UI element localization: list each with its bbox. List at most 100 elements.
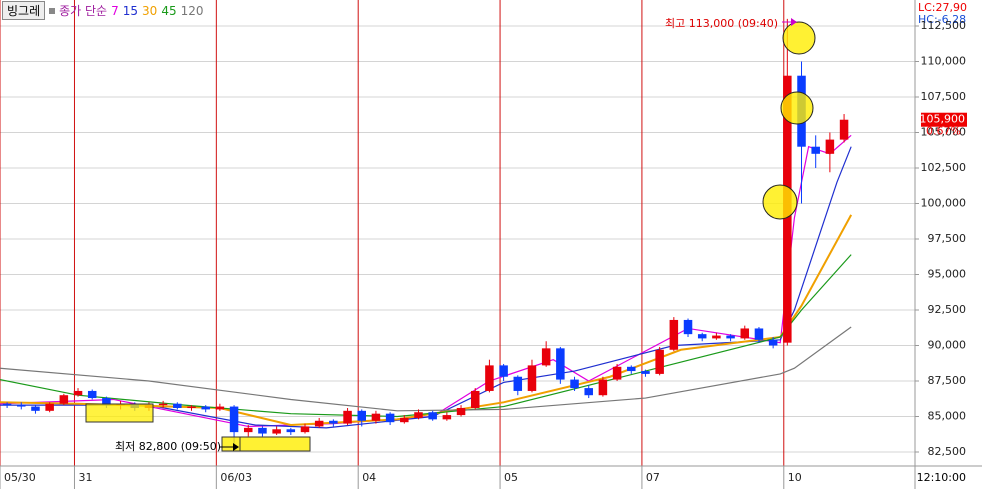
highlight-circle — [762, 184, 798, 220]
candle-body — [102, 398, 111, 406]
candle-body — [244, 427, 253, 433]
y-tick-label: 85,000 — [928, 410, 967, 423]
candle-body — [598, 379, 608, 396]
price-tag — [921, 112, 967, 127]
legend: 빙그레 종가 단순 7 15 30 45 120 — [2, 1, 204, 20]
candle-body — [400, 417, 409, 423]
arrow-head — [791, 18, 797, 26]
candle-body — [655, 349, 664, 374]
candle-body — [697, 334, 707, 339]
y-tick-label: 90,000 — [928, 339, 967, 352]
candle-body — [187, 406, 196, 408]
candle-body — [612, 366, 622, 380]
candle-body — [456, 407, 466, 416]
y-tick-label: 107,500 — [921, 90, 967, 103]
x-tick-label: 06/03 — [220, 471, 252, 484]
ma-line — [0, 146, 852, 429]
legend-entry: 7 — [111, 3, 119, 18]
candle-body — [229, 406, 239, 433]
candle-body — [470, 390, 480, 408]
y-tick-label: 87,500 — [928, 374, 967, 387]
candle-body — [712, 335, 721, 339]
candle-body — [87, 390, 97, 399]
candle-body — [442, 415, 452, 420]
y-tick-label: 110,000 — [921, 55, 967, 68]
y-tick-label: 82,500 — [928, 445, 967, 458]
x-tick-label: 10 — [788, 471, 802, 484]
y-tick-label: 105,000 — [921, 126, 967, 139]
stock-name[interactable]: 빙그레 — [2, 1, 46, 20]
candle-body — [839, 119, 849, 140]
y-tick-label: 112,500 — [921, 19, 967, 32]
candle-body — [314, 420, 324, 427]
candle-body — [158, 403, 168, 406]
candle-body — [527, 365, 537, 391]
x-tick-label: 04 — [362, 471, 376, 484]
low-annotation: 최저 82,800 (09:50) — [115, 440, 221, 453]
candle-body — [201, 406, 210, 410]
candle-body — [570, 379, 579, 389]
candle-body — [414, 412, 423, 418]
legend-entry: 15 — [122, 3, 139, 18]
highlight-circle — [782, 21, 816, 55]
legend-entry: 45 — [161, 3, 177, 18]
ma-line — [0, 134, 852, 428]
candle-body — [541, 348, 551, 366]
time-label: 12:10:00 — [917, 471, 966, 484]
candle-body — [754, 328, 764, 340]
candle-body — [811, 146, 820, 154]
x-tick-label: 31 — [78, 471, 92, 484]
candle-body — [669, 319, 679, 350]
candle-body — [683, 319, 693, 335]
candle-body — [300, 426, 310, 433]
legend-icon — [49, 7, 56, 14]
candle-body — [428, 412, 437, 420]
candle-body — [272, 429, 281, 434]
candle-body — [329, 420, 338, 424]
candle-body — [357, 410, 366, 421]
candle-body — [45, 403, 54, 411]
candle-body — [17, 405, 26, 407]
candle-body — [286, 429, 296, 433]
candle-body — [584, 388, 593, 396]
arrow-head — [233, 443, 239, 451]
candle-body — [59, 395, 69, 404]
y-tick-label: 95,000 — [928, 268, 967, 281]
highlight-box — [239, 436, 311, 452]
y-tick-label: 92,500 — [928, 303, 967, 316]
hc-indicator: HC:-6,28 — [918, 13, 966, 26]
candle-body — [258, 427, 267, 434]
y-tick-label: 97,500 — [928, 232, 967, 245]
legend-title: 종가 단순 — [59, 4, 108, 18]
high-annotation: 최고 113,000 (09:40) — [665, 17, 778, 30]
x-tick-label: 05/30 — [4, 471, 36, 484]
price-tag-label: 105,900 — [920, 113, 966, 126]
candle-body — [2, 403, 12, 406]
lc-indicator: LC:27,90 — [918, 1, 967, 14]
highlight-box — [85, 403, 154, 423]
y-tick-label: 100,000 — [921, 197, 967, 210]
candle-body — [825, 139, 835, 154]
x-tick-label: 07 — [646, 471, 660, 484]
candle-body — [385, 413, 395, 423]
ma-line — [0, 326, 852, 412]
candle-body — [556, 348, 565, 380]
candle-body — [371, 413, 381, 421]
candle-body — [485, 365, 494, 391]
candle-body — [31, 406, 40, 411]
highlight-box — [221, 436, 241, 452]
legend-entry: 120 — [180, 3, 204, 18]
y-tick-label: 102,500 — [921, 161, 967, 174]
highlight-circle — [780, 91, 814, 125]
candle-body — [513, 376, 523, 391]
candle-body — [627, 366, 636, 372]
candle-body — [499, 365, 508, 377]
candle-body — [343, 410, 352, 424]
candle-body — [215, 406, 225, 410]
x-tick-label: 05 — [504, 471, 518, 484]
candle-body — [726, 335, 735, 339]
candle-body — [73, 390, 83, 396]
legend-entry: 30 — [142, 3, 158, 18]
